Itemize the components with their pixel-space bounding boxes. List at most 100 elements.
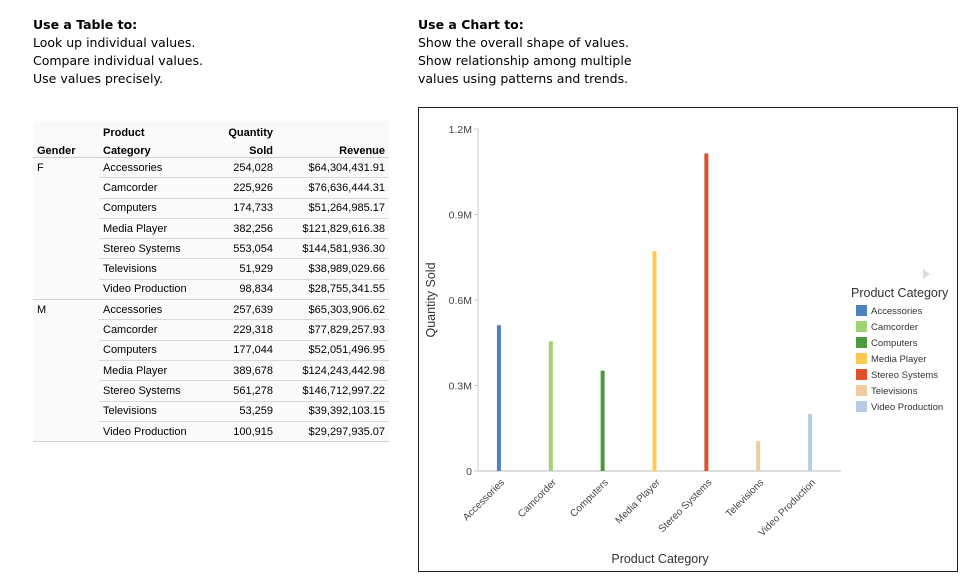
- intro-right-title: Use a Chart to:: [418, 17, 524, 32]
- gender-cell: [33, 239, 99, 259]
- bar-stereo-systems: [704, 153, 709, 471]
- category-cell: Media Player: [99, 218, 217, 240]
- y-tick-label: 0: [466, 466, 472, 478]
- table-row: Stereo Systems 561,278 $146,712,997.22: [33, 380, 389, 402]
- legend-item: Video Production: [871, 402, 943, 413]
- quantity-cell: 553,054: [217, 238, 277, 260]
- table-row: M Accessories 257,639 $65,303,906.62: [33, 299, 389, 321]
- legend-swatch: [856, 385, 867, 396]
- table-row: Video Production 100,915 $29,297,935.07: [33, 421, 389, 443]
- intro-left-line: Use values precisely.: [33, 71, 164, 86]
- bar-media-player: [652, 250, 657, 471]
- y-tick-label: 0.9M: [449, 210, 472, 222]
- legend-swatch: [856, 353, 867, 364]
- legend-swatch: [856, 305, 867, 316]
- x-tick-label: Computers: [568, 477, 610, 519]
- quantity-cell: 100,915: [217, 421, 277, 443]
- x-tick-label: Camcorder: [516, 477, 559, 520]
- legend-item: Camcorder: [871, 322, 918, 333]
- table-row: Computers 177,044 $52,051,496.95: [33, 340, 389, 361]
- intro-right-line: Show the overall shape of values.: [418, 35, 629, 50]
- quantity-cell: 177,044: [217, 340, 277, 361]
- quantity-cell: 229,318: [217, 319, 277, 341]
- quantity-cell: 225,926: [217, 177, 277, 199]
- header-revenue: Revenue: [277, 139, 389, 158]
- category-cell: Stereo Systems: [99, 238, 217, 260]
- intro-left-line: Compare individual values.: [33, 53, 203, 68]
- table-row: Camcorder 229,318 $77,829,257.93: [33, 319, 389, 341]
- quantity-cell: 389,678: [217, 360, 277, 382]
- x-tick-label: Accessories: [461, 477, 507, 523]
- category-cell: Media Player: [99, 360, 217, 382]
- legend-item: Televisions: [871, 386, 918, 397]
- table-row: Video Production 98,834 $28,755,341.55: [33, 279, 389, 301]
- legend-swatch: [856, 337, 867, 348]
- legend-title: Product Category: [851, 286, 949, 300]
- category-cell: Computers: [99, 340, 217, 361]
- intro-right-line: Show relationship among multiple: [418, 53, 632, 68]
- revenue-cell: $65,303,906.62: [277, 299, 389, 321]
- gender-cell: F: [37, 161, 44, 174]
- category-cell: Stereo Systems: [99, 380, 217, 402]
- category-cell: Camcorder: [99, 319, 217, 341]
- y-tick-label: 0.3M: [449, 381, 472, 393]
- table-row: F Accessories 254,028 $64,304,431.91: [33, 157, 389, 179]
- gender-cell: [33, 259, 99, 279]
- data-table: Product Quantity Gender Category Sold Re…: [33, 121, 389, 443]
- quantity-cell: 254,028: [217, 157, 277, 179]
- y-tick-label: 0.6M: [449, 295, 472, 307]
- revenue-cell: $29,297,935.07: [277, 421, 389, 443]
- y-axis-title: Quantity Sold: [424, 262, 438, 337]
- revenue-cell: $38,989,029.66: [277, 258, 389, 280]
- category-cell: Accessories: [99, 299, 217, 321]
- quantity-cell: 561,278: [217, 380, 277, 402]
- quantity-cell: 257,639: [217, 299, 277, 321]
- gender-cell: [33, 198, 99, 218]
- gender-cell: [33, 421, 99, 443]
- quantity-cell: 174,733: [217, 198, 277, 219]
- table-usage-note: Use a Table to: Look up individual value…: [33, 16, 203, 88]
- y-tick-label: 1.2M: [449, 124, 472, 136]
- gender-cell: [33, 340, 99, 360]
- legend-item: Computers: [871, 338, 918, 349]
- x-tick-label: Video Production: [757, 477, 819, 539]
- gender-cell: [33, 381, 99, 401]
- x-tick-label: Televisions: [724, 477, 766, 519]
- category-cell: Televisions: [99, 401, 217, 422]
- legend-swatch: [856, 401, 867, 412]
- quantity-cell: 53,259: [217, 401, 277, 422]
- x-tick-label: Media Player: [614, 477, 664, 527]
- revenue-cell: $51,264,985.17: [277, 198, 389, 219]
- gender-cell: [33, 178, 99, 198]
- legend-item: Media Player: [871, 354, 926, 365]
- header-gender: Gender: [33, 139, 99, 158]
- table-row: Stereo Systems 553,054 $144,581,936.30: [33, 238, 389, 260]
- revenue-cell: $146,712,997.22: [277, 380, 389, 402]
- revenue-cell: $28,755,341.55: [277, 279, 389, 301]
- category-cell: Video Production: [99, 279, 217, 301]
- table-row: Media Player 389,678 $124,243,442.98: [33, 360, 389, 382]
- legend-item: Stereo Systems: [871, 370, 938, 381]
- quantity-cell: 382,256: [217, 218, 277, 240]
- legend-scroll-arrow-icon: [923, 269, 930, 279]
- gender-cell: M: [37, 303, 47, 316]
- bar-video-production: [808, 414, 813, 471]
- revenue-cell: $124,243,442.98: [277, 360, 389, 382]
- legend-item: Accessories: [871, 306, 922, 317]
- revenue-cell: $144,581,936.30: [277, 238, 389, 260]
- table-row: Televisions 51,929 $38,989,029.66: [33, 258, 389, 280]
- bar-camcorder: [548, 341, 553, 471]
- revenue-cell: $52,051,496.95: [277, 340, 389, 361]
- bar-televisions: [756, 441, 761, 471]
- category-cell: Camcorder: [99, 177, 217, 199]
- intro-left-title: Use a Table to:: [33, 17, 138, 32]
- gender-cell: [33, 320, 99, 340]
- revenue-cell: $76,636,444.31: [277, 177, 389, 199]
- table-row: Media Player 382,256 $121,829,616.38: [33, 218, 389, 240]
- gender-cell: [33, 279, 99, 301]
- gender-cell: [33, 218, 99, 238]
- header-category: Category: [99, 139, 217, 158]
- table-row: Camcorder 225,926 $76,636,444.31: [33, 177, 389, 199]
- category-cell: Video Production: [99, 421, 217, 443]
- x-tick-label: Stereo Systems: [657, 477, 715, 535]
